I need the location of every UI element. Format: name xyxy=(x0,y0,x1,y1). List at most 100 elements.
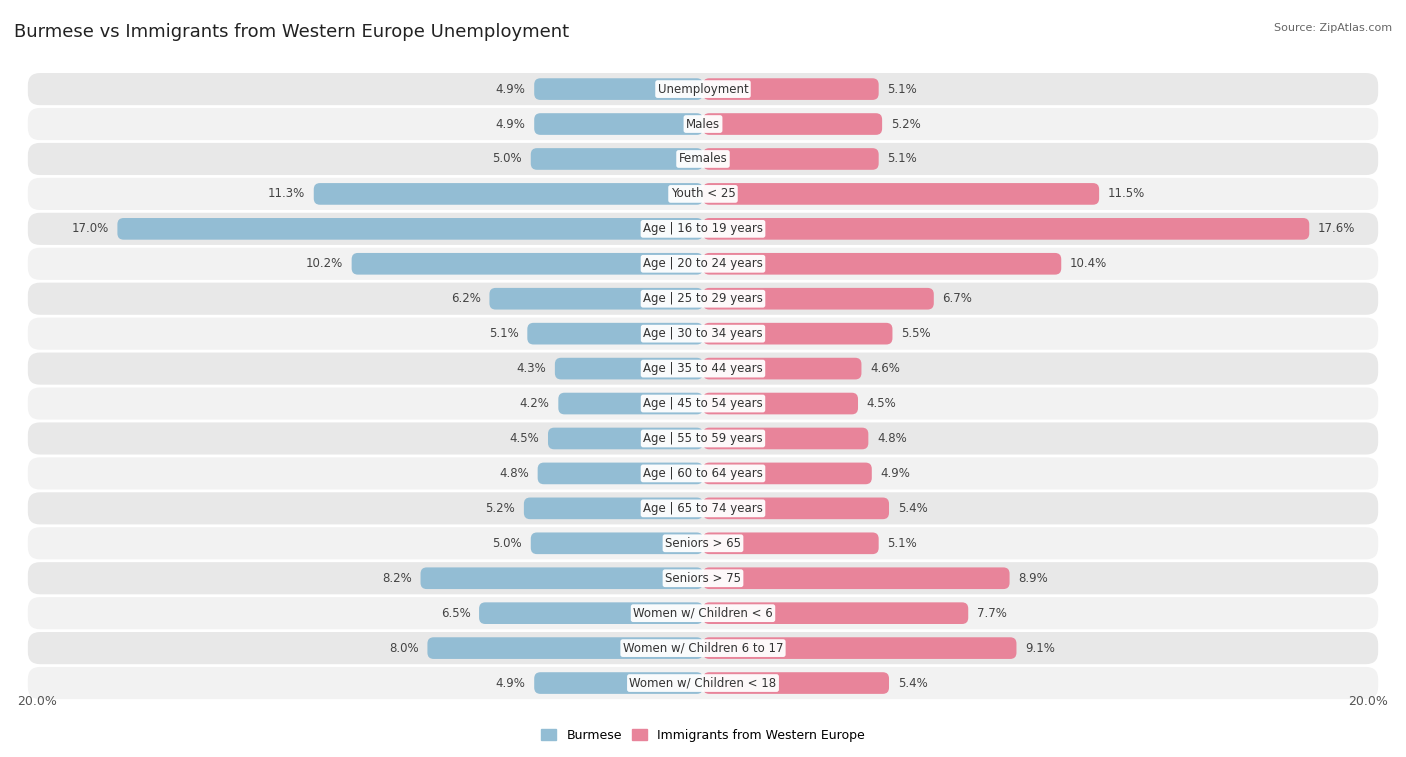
FancyBboxPatch shape xyxy=(703,253,1062,275)
Text: Age | 20 to 24 years: Age | 20 to 24 years xyxy=(643,257,763,270)
Text: 11.3%: 11.3% xyxy=(269,188,305,201)
Text: 17.6%: 17.6% xyxy=(1317,223,1355,235)
FancyBboxPatch shape xyxy=(28,667,1378,699)
Text: Age | 35 to 44 years: Age | 35 to 44 years xyxy=(643,362,763,375)
Text: Females: Females xyxy=(679,152,727,166)
Text: 4.6%: 4.6% xyxy=(870,362,900,375)
Text: Women w/ Children < 6: Women w/ Children < 6 xyxy=(633,606,773,620)
Text: 4.8%: 4.8% xyxy=(499,467,529,480)
FancyBboxPatch shape xyxy=(703,603,969,624)
FancyBboxPatch shape xyxy=(534,78,703,100)
FancyBboxPatch shape xyxy=(479,603,703,624)
Text: 4.9%: 4.9% xyxy=(496,83,526,95)
FancyBboxPatch shape xyxy=(703,672,889,694)
FancyBboxPatch shape xyxy=(703,463,872,484)
Text: 5.4%: 5.4% xyxy=(897,677,928,690)
Text: Age | 30 to 34 years: Age | 30 to 34 years xyxy=(643,327,763,340)
FancyBboxPatch shape xyxy=(28,632,1378,664)
FancyBboxPatch shape xyxy=(703,637,1017,659)
FancyBboxPatch shape xyxy=(703,322,893,344)
Text: 6.7%: 6.7% xyxy=(942,292,973,305)
FancyBboxPatch shape xyxy=(531,148,703,170)
FancyBboxPatch shape xyxy=(703,497,889,519)
FancyBboxPatch shape xyxy=(28,353,1378,385)
FancyBboxPatch shape xyxy=(534,672,703,694)
FancyBboxPatch shape xyxy=(703,114,882,135)
Text: 5.1%: 5.1% xyxy=(887,537,917,550)
FancyBboxPatch shape xyxy=(558,393,703,414)
Text: 4.5%: 4.5% xyxy=(866,397,897,410)
FancyBboxPatch shape xyxy=(28,388,1378,419)
FancyBboxPatch shape xyxy=(28,527,1378,559)
FancyBboxPatch shape xyxy=(703,393,858,414)
Text: Males: Males xyxy=(686,117,720,130)
Text: 4.9%: 4.9% xyxy=(880,467,910,480)
FancyBboxPatch shape xyxy=(117,218,703,240)
FancyBboxPatch shape xyxy=(489,288,703,310)
Text: Women w/ Children < 18: Women w/ Children < 18 xyxy=(630,677,776,690)
Text: 20.0%: 20.0% xyxy=(1348,695,1389,708)
FancyBboxPatch shape xyxy=(703,532,879,554)
FancyBboxPatch shape xyxy=(531,532,703,554)
FancyBboxPatch shape xyxy=(420,568,703,589)
Text: 5.1%: 5.1% xyxy=(489,327,519,340)
Text: 5.1%: 5.1% xyxy=(887,83,917,95)
Legend: Burmese, Immigrants from Western Europe: Burmese, Immigrants from Western Europe xyxy=(536,724,870,747)
FancyBboxPatch shape xyxy=(427,637,703,659)
FancyBboxPatch shape xyxy=(28,282,1378,315)
Text: 6.2%: 6.2% xyxy=(451,292,481,305)
Text: 10.4%: 10.4% xyxy=(1070,257,1107,270)
FancyBboxPatch shape xyxy=(28,178,1378,210)
Text: 5.2%: 5.2% xyxy=(485,502,515,515)
FancyBboxPatch shape xyxy=(28,422,1378,454)
FancyBboxPatch shape xyxy=(703,183,1099,204)
Text: 4.3%: 4.3% xyxy=(516,362,547,375)
Text: 20.0%: 20.0% xyxy=(17,695,58,708)
FancyBboxPatch shape xyxy=(28,73,1378,105)
FancyBboxPatch shape xyxy=(534,114,703,135)
Text: Seniors > 65: Seniors > 65 xyxy=(665,537,741,550)
Text: 8.2%: 8.2% xyxy=(382,572,412,584)
FancyBboxPatch shape xyxy=(703,288,934,310)
Text: Age | 55 to 59 years: Age | 55 to 59 years xyxy=(643,432,763,445)
Text: Seniors > 75: Seniors > 75 xyxy=(665,572,741,584)
Text: 5.1%: 5.1% xyxy=(887,152,917,166)
Text: Youth < 25: Youth < 25 xyxy=(671,188,735,201)
Text: 4.9%: 4.9% xyxy=(496,677,526,690)
FancyBboxPatch shape xyxy=(28,492,1378,525)
FancyBboxPatch shape xyxy=(703,148,879,170)
Text: 17.0%: 17.0% xyxy=(72,223,108,235)
Text: 4.2%: 4.2% xyxy=(520,397,550,410)
FancyBboxPatch shape xyxy=(548,428,703,450)
Text: 7.7%: 7.7% xyxy=(977,606,1007,620)
Text: 5.0%: 5.0% xyxy=(492,537,522,550)
FancyBboxPatch shape xyxy=(537,463,703,484)
Text: 4.9%: 4.9% xyxy=(496,117,526,130)
FancyBboxPatch shape xyxy=(28,597,1378,629)
Text: 9.1%: 9.1% xyxy=(1025,642,1054,655)
Text: Age | 16 to 19 years: Age | 16 to 19 years xyxy=(643,223,763,235)
Text: 5.2%: 5.2% xyxy=(891,117,921,130)
FancyBboxPatch shape xyxy=(703,428,869,450)
Text: 6.5%: 6.5% xyxy=(440,606,471,620)
FancyBboxPatch shape xyxy=(28,108,1378,140)
FancyBboxPatch shape xyxy=(352,253,703,275)
Text: 5.4%: 5.4% xyxy=(897,502,928,515)
Text: Age | 45 to 54 years: Age | 45 to 54 years xyxy=(643,397,763,410)
FancyBboxPatch shape xyxy=(527,322,703,344)
Text: Burmese vs Immigrants from Western Europe Unemployment: Burmese vs Immigrants from Western Europ… xyxy=(14,23,569,41)
Text: Source: ZipAtlas.com: Source: ZipAtlas.com xyxy=(1274,23,1392,33)
Text: Unemployment: Unemployment xyxy=(658,83,748,95)
FancyBboxPatch shape xyxy=(555,358,703,379)
Text: Age | 60 to 64 years: Age | 60 to 64 years xyxy=(643,467,763,480)
FancyBboxPatch shape xyxy=(28,248,1378,280)
FancyBboxPatch shape xyxy=(28,143,1378,175)
Text: 8.9%: 8.9% xyxy=(1018,572,1047,584)
FancyBboxPatch shape xyxy=(703,78,879,100)
Text: 5.0%: 5.0% xyxy=(492,152,522,166)
FancyBboxPatch shape xyxy=(28,318,1378,350)
Text: 10.2%: 10.2% xyxy=(305,257,343,270)
Text: 4.8%: 4.8% xyxy=(877,432,907,445)
Text: 4.5%: 4.5% xyxy=(509,432,540,445)
Text: Age | 25 to 29 years: Age | 25 to 29 years xyxy=(643,292,763,305)
